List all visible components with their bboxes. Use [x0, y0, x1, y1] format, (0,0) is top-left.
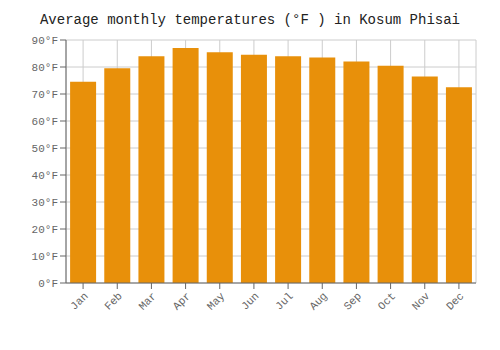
- svg-text:60°F: 60°F: [32, 116, 58, 128]
- svg-text:Nov: Nov: [410, 290, 433, 313]
- svg-text:May: May: [205, 290, 228, 313]
- svg-text:Mar: Mar: [137, 290, 159, 312]
- svg-text:10°F: 10°F: [32, 251, 58, 263]
- svg-text:Jan: Jan: [68, 290, 90, 312]
- svg-text:80°F: 80°F: [32, 62, 58, 74]
- svg-text:Sep: Sep: [342, 290, 364, 312]
- svg-text:50°F: 50°F: [32, 143, 58, 155]
- html-text:Average monthly temperatures (: Average monthly temperatures (°F ) in Ko…: [40, 12, 460, 28]
- svg-text:30°F: 30°F: [32, 197, 58, 209]
- svg-text:Feb: Feb: [102, 290, 124, 312]
- svg-text:0°F: 0°F: [38, 278, 58, 290]
- svg-text:Jun: Jun: [239, 290, 261, 312]
- svg-text:Dec: Dec: [444, 290, 466, 312]
- svg-text:40°F: 40°F: [32, 170, 58, 182]
- svg-text:20°F: 20°F: [32, 224, 58, 236]
- svg-text:Jul: Jul: [273, 290, 295, 312]
- svg-text:Oct: Oct: [376, 290, 398, 312]
- svg-text:Apr: Apr: [171, 290, 193, 312]
- svg-text:90°F: 90°F: [32, 35, 58, 47]
- svg-text:Aug: Aug: [307, 290, 329, 312]
- svg-text:70°F: 70°F: [32, 89, 58, 101]
